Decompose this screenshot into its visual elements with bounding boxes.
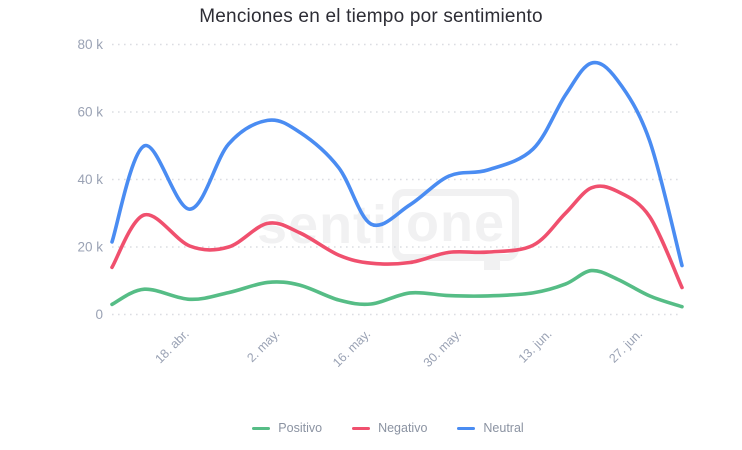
x-axis-label: 27. jun. [606, 327, 645, 366]
x-axis-label: 13. jun. [516, 327, 555, 366]
x-axis-label: 2. may. [244, 327, 282, 365]
y-axis-label: 0 [95, 307, 103, 322]
legend-dash-icon [352, 426, 371, 430]
legend-label: Negativo [378, 421, 428, 435]
y-axis-label: 80 k [77, 37, 103, 52]
series-line-negativo [110, 184, 684, 290]
x-axis-label: 16. may. [330, 327, 373, 370]
chart-title: Menciones en el tiempo por sentimiento [199, 6, 543, 27]
watermark-text-one: one [406, 193, 506, 253]
legend-label: Neutral [483, 421, 524, 435]
watermark-one-box: one [392, 189, 520, 270]
y-axis-label: 60 k [77, 105, 103, 120]
legend-dash-icon [252, 426, 271, 430]
legend-label: Positivo [278, 421, 323, 435]
legend-dash-icon [457, 426, 476, 430]
series-line-neutral [110, 60, 684, 268]
y-axis-label: 40 k [77, 172, 103, 187]
x-axis-label: 30. may. [421, 327, 464, 370]
legend-item-negativo[interactable]: Negativo [352, 421, 427, 435]
legend-item-positivo[interactable]: Positivo [252, 421, 322, 435]
series-line-positivo [110, 268, 684, 309]
x-axis-label: 18. abr. [152, 327, 191, 366]
legend-item-neutral[interactable]: Neutral [457, 421, 524, 435]
y-axis-label: 20 k [77, 240, 103, 255]
legend: Positivo Negativo Neutral [17, 421, 742, 435]
